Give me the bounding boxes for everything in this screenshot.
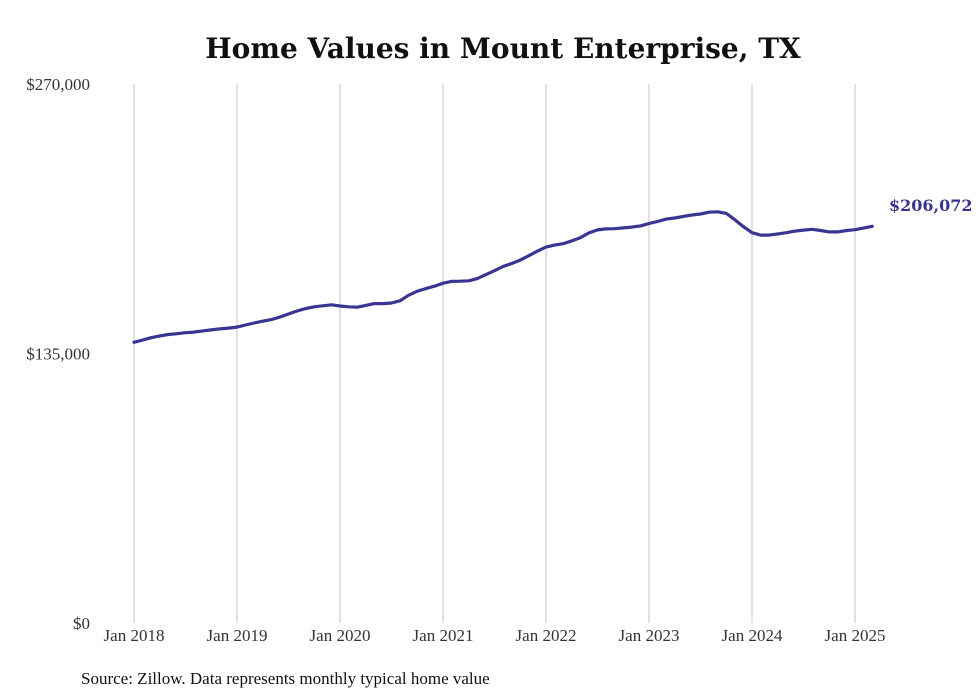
x-tick-label: Jan 2021 bbox=[413, 626, 474, 645]
x-tick-label: Jan 2019 bbox=[207, 626, 268, 645]
x-tick-label: Jan 2022 bbox=[516, 626, 577, 645]
series-line bbox=[132, 210, 874, 344]
y-tick-label: $270,000 bbox=[26, 75, 90, 94]
gridlines bbox=[133, 84, 856, 623]
end-value-label: $206,072 bbox=[889, 196, 973, 215]
source-note: Source: Zillow. Data represents monthly … bbox=[81, 669, 490, 688]
chart-title: Home Values in Mount Enterprise, TX bbox=[205, 32, 801, 65]
x-tick-label: Jan 2023 bbox=[619, 626, 680, 645]
x-tick-label: Jan 2018 bbox=[104, 626, 165, 645]
series-group bbox=[132, 210, 874, 344]
y-tick-label: $135,000 bbox=[26, 345, 90, 364]
x-axis-ticks: Jan 2018 Jan 2019 Jan 2020 Jan 2021 Jan 2022… bbox=[104, 626, 886, 645]
x-tick-label: Jan 2025 bbox=[825, 626, 886, 645]
y-axis-ticks: $270,000 $135,000 $0 bbox=[26, 75, 90, 633]
x-tick-label: Jan 2020 bbox=[310, 626, 371, 645]
x-tick-label: Jan 2024 bbox=[722, 626, 783, 645]
y-tick-label: $0 bbox=[73, 614, 90, 633]
